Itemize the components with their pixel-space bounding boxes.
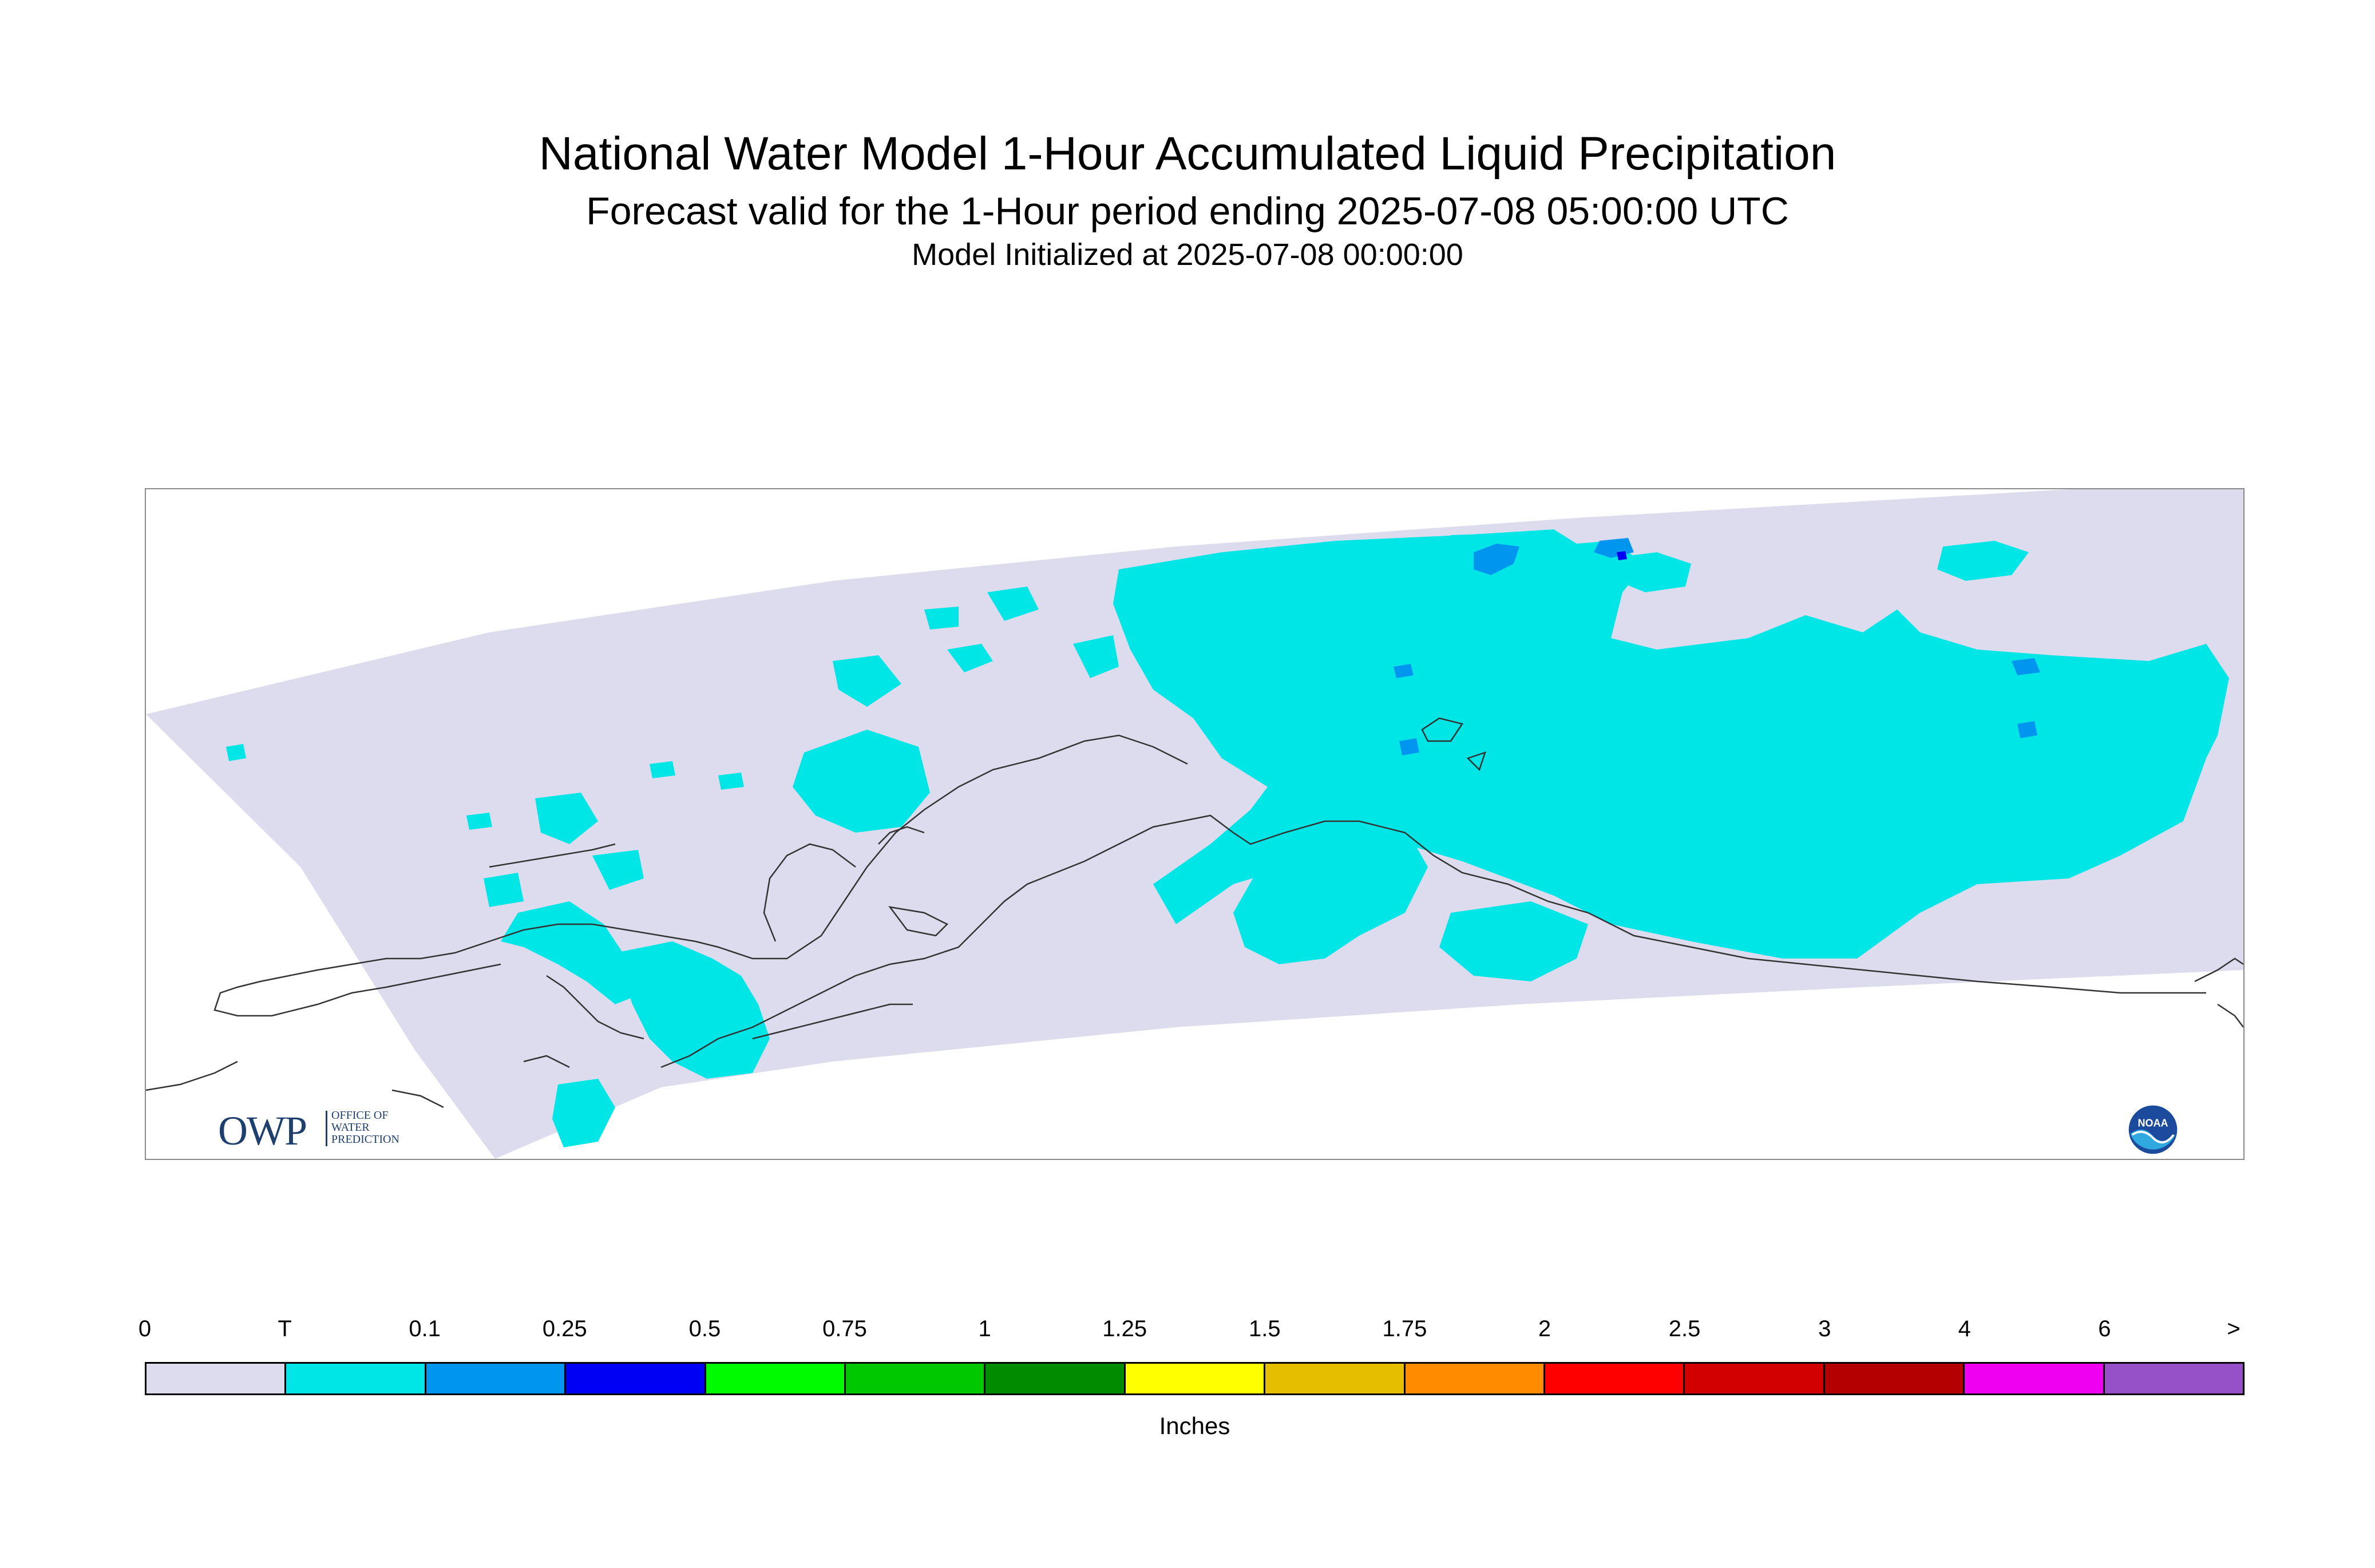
owp-logo: OWP OFFICE OF WATER PREDICTION — [218, 1107, 424, 1154]
legend-tick-label: 0.25 — [542, 1316, 587, 1341]
legend-color-bin — [426, 1364, 567, 1393]
legend-color-bin — [706, 1364, 846, 1393]
legend-color-bin — [147, 1364, 287, 1393]
precipitation-map[interactable]: OWP OFFICE OF WATER PREDICTION NOAA — [145, 488, 2245, 1160]
legend-color-bin — [1125, 1364, 1266, 1393]
legend-tick-label: > — [2227, 1316, 2241, 1341]
legend-tick-label: 1.25 — [1102, 1316, 1147, 1341]
legend-unit-label: Inches — [1159, 1412, 1230, 1439]
map-subtitle: Forecast valid for the 1-Hour period end… — [586, 189, 1789, 233]
legend-tick-label: 1.5 — [1248, 1316, 1281, 1341]
legend-tick-label: 4 — [1958, 1316, 1971, 1341]
legend-tick-label: 2 — [1538, 1316, 1551, 1341]
coastlines — [146, 717, 2243, 1120]
model-init-label: Model Initialized at 2025-07-08 00:00:00 — [912, 237, 1463, 272]
noaa-logo: NOAA — [2128, 1105, 2178, 1154]
owp-letters: OWP — [218, 1108, 307, 1154]
legend-colorbar — [145, 1362, 2245, 1395]
legend-tick-label: 2.5 — [1668, 1316, 1701, 1341]
legend-tick-label: 1.75 — [1382, 1316, 1427, 1341]
legend-tick-label: 0 — [138, 1316, 152, 1341]
owp-office-text: OFFICE OF WATER PREDICTION — [331, 1109, 399, 1146]
legend-color-bin — [1965, 1364, 2105, 1393]
legend-color-bin — [846, 1364, 986, 1393]
moderate-precip-areas — [1617, 551, 1627, 560]
legend-color-bin — [1824, 1364, 1965, 1393]
legend-tick-label: 3 — [1818, 1316, 1831, 1341]
legend-color-bin — [1265, 1364, 1406, 1393]
legend-color-bin — [286, 1364, 426, 1393]
legend-tick-label: T — [278, 1316, 292, 1341]
noaa-logo-text: NOAA — [2138, 1118, 2168, 1129]
owp-logo-divider — [326, 1111, 327, 1146]
legend-tick-label: 0.1 — [409, 1316, 441, 1341]
legend-tick-label: 0.75 — [822, 1316, 867, 1341]
legend-color-bin — [2104, 1364, 2243, 1393]
precip-legend: 0 T 0.1 0.25 0.5 0.75 1 1.25 1.5 1.75 2 … — [138, 1316, 2245, 1465]
legend-tick-label: 0.5 — [688, 1316, 721, 1341]
legend-tick-label: 1 — [978, 1316, 991, 1341]
legend-color-bin — [566, 1364, 706, 1393]
legend-color-bin — [1685, 1364, 1825, 1393]
legend-tick-label: 6 — [2098, 1316, 2111, 1341]
map-canvas — [146, 489, 2243, 1159]
legend-color-bin — [1545, 1364, 1685, 1393]
legend-color-bin — [985, 1364, 1126, 1393]
legend-color-bin — [1405, 1364, 1546, 1393]
map-title: National Water Model 1-Hour Accumulated … — [539, 128, 1836, 180]
